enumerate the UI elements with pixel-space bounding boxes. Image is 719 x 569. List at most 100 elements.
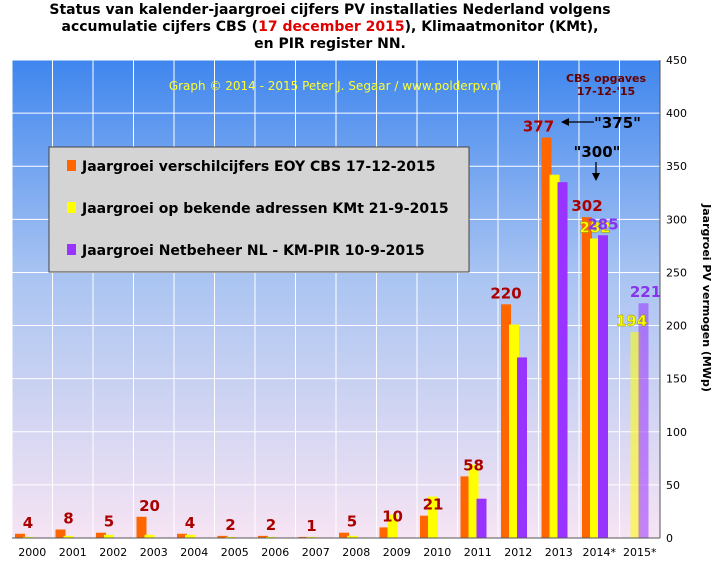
bar-kmt-2000 [23, 536, 33, 538]
y-tick-label: 400 [666, 107, 687, 120]
bar-pir-2013 [557, 182, 568, 538]
value-label-cbs: 302 [571, 197, 602, 215]
value-label-kmt: 194 [616, 312, 647, 330]
x-tick-label: 2002 [99, 546, 127, 559]
cbs-note-line-1: CBS opgaves [566, 72, 647, 85]
bar-kmt-2011 [468, 464, 479, 538]
value-label-kmt: 282 [579, 218, 610, 236]
bar-cbs-2006 [258, 535, 268, 538]
annotation-300-text: "300" [574, 143, 621, 161]
title-line-2a: accumulatie cijfers CBS ( [61, 19, 259, 35]
bar-pir-2011 [476, 498, 487, 538]
y-tick-label: 50 [666, 479, 680, 492]
bar-kmt-2013 [549, 174, 560, 538]
bar-cbs-2000 [15, 533, 25, 538]
y-tick-label: 250 [666, 266, 687, 279]
bar-cbs-2011 [460, 476, 471, 538]
bar-cbs-2005 [217, 535, 228, 538]
bar-cbs-2003 [136, 516, 147, 538]
x-tick-label: 2012 [504, 546, 532, 559]
legend-swatch-cbs [67, 160, 76, 171]
value-label-pir: 285 [587, 215, 618, 233]
bar-kmt-2010 [428, 496, 438, 538]
x-tick-label: 2004 [180, 546, 208, 559]
bar-kmt-2001 [63, 535, 74, 538]
bar-cbs-2001 [55, 529, 66, 538]
annotation-300: "300" [574, 143, 621, 181]
value-label-cbs: 5 [104, 513, 114, 531]
bar-kmt-2003 [144, 534, 155, 538]
legend-label-pir: Jaargroei Netbeheer NL - KM-PIR 10-9-201… [81, 243, 425, 259]
bar-cbs-2002 [96, 532, 106, 538]
x-tick-label: 2003 [140, 546, 168, 559]
bar-kmt-2005 [225, 536, 236, 538]
bar-kmt-2008 [347, 535, 357, 538]
axes: 0 50 100 150 200 250 300 350 400 450 2000 2001 2002 2… [12, 54, 687, 559]
y-tick-label: 350 [666, 160, 687, 173]
bar-cbs-2009 [379, 527, 390, 538]
bar-kmt-2014* [590, 238, 600, 538]
value-label-cbs: 4 [185, 514, 195, 532]
annotation-375-text: "375" [594, 114, 641, 132]
chart-title: Status van kalender-jaargroei cijfers PV… [0, 2, 660, 53]
y-tick-label: 100 [666, 426, 687, 439]
x-tick-label: 2009 [383, 546, 411, 559]
value-label-cbs: 21 [423, 496, 444, 514]
x-tick-label: 2013 [545, 546, 573, 559]
value-label-cbs: 10 [382, 507, 403, 525]
y-tick-label: 150 [666, 373, 687, 386]
x-tick-label: 2005 [221, 546, 249, 559]
value-label-cbs: 2 [266, 516, 276, 534]
value-label-cbs: 20 [139, 497, 160, 515]
bar-cbs-2004 [177, 533, 187, 538]
x-tick-label: 2001 [59, 546, 87, 559]
y-tick-label: 300 [666, 213, 687, 226]
y-axis-title: Jaargroei PV vermogen (MWp) [700, 203, 713, 392]
bar-cbs-2013 [541, 137, 552, 538]
value-label-pir: 221 [630, 283, 661, 301]
legend: Jaargroei verschilcijfers EOY CBS 17-12-… [48, 146, 470, 273]
title-line-2-date: 17 december 2015 [258, 19, 405, 35]
credit-text: Graph © 2014 - 2015 Peter J. Segaar / ww… [169, 79, 501, 93]
legend-label-cbs: Jaargroei verschilcijfers EOY CBS 17-12-… [81, 159, 435, 175]
bar-kmt-2015* [630, 331, 641, 538]
x-tick-label: 2015* [623, 546, 657, 559]
bar-kmt-2009 [387, 514, 398, 538]
title-line-2b: ), Klimaatmonitor (KMt), [404, 19, 599, 35]
title-line-1: Status van kalender-jaargroei cijfers PV… [49, 2, 611, 18]
value-label-cbs: 1 [306, 517, 316, 535]
value-label-cbs: 58 [463, 456, 484, 474]
value-label-cbs: 4 [23, 514, 33, 532]
y-tick-label: 0 [666, 532, 673, 545]
value-label-cbs: 220 [490, 284, 521, 302]
value-label-cbs: 8 [63, 510, 73, 528]
value-label-cbs: 377 [523, 118, 554, 136]
x-tick-label: 2008 [342, 546, 370, 559]
value-label-cbs: 2 [225, 516, 235, 534]
x-tick-label: 2014* [583, 546, 617, 559]
bar-kmt-2006 [266, 536, 276, 538]
x-tick-label: 2000 [18, 546, 46, 559]
bar-kmt-2004 [185, 534, 195, 538]
bar-kmt-2012 [509, 324, 519, 538]
bar-kmt-2007 [306, 536, 317, 538]
y-tick-label: 200 [666, 320, 687, 333]
bar-pir-2012 [517, 357, 527, 538]
annotation-375: "375" [561, 114, 641, 132]
bar-cbs-2012 [501, 304, 511, 538]
y-tick-label: 450 [666, 54, 687, 67]
legend-swatch-pir [67, 244, 76, 255]
bar-kmt-2002 [104, 534, 114, 538]
x-tick-label: 2007 [302, 546, 330, 559]
title-line-3: en PIR register NN. [254, 36, 406, 52]
bar-cbs-2010 [420, 515, 430, 538]
value-label-cbs: 5 [347, 513, 357, 531]
bar-cbs-2014* [582, 217, 592, 538]
bar-cbs-2008 [339, 532, 349, 538]
legend-swatch-kmt [67, 202, 76, 213]
bar-cbs-2007 [298, 536, 309, 538]
bar-pir-2014* [598, 235, 608, 538]
legend-label-kmt: Jaargroei op bekende adressen KMt 21-9-2… [81, 201, 449, 217]
